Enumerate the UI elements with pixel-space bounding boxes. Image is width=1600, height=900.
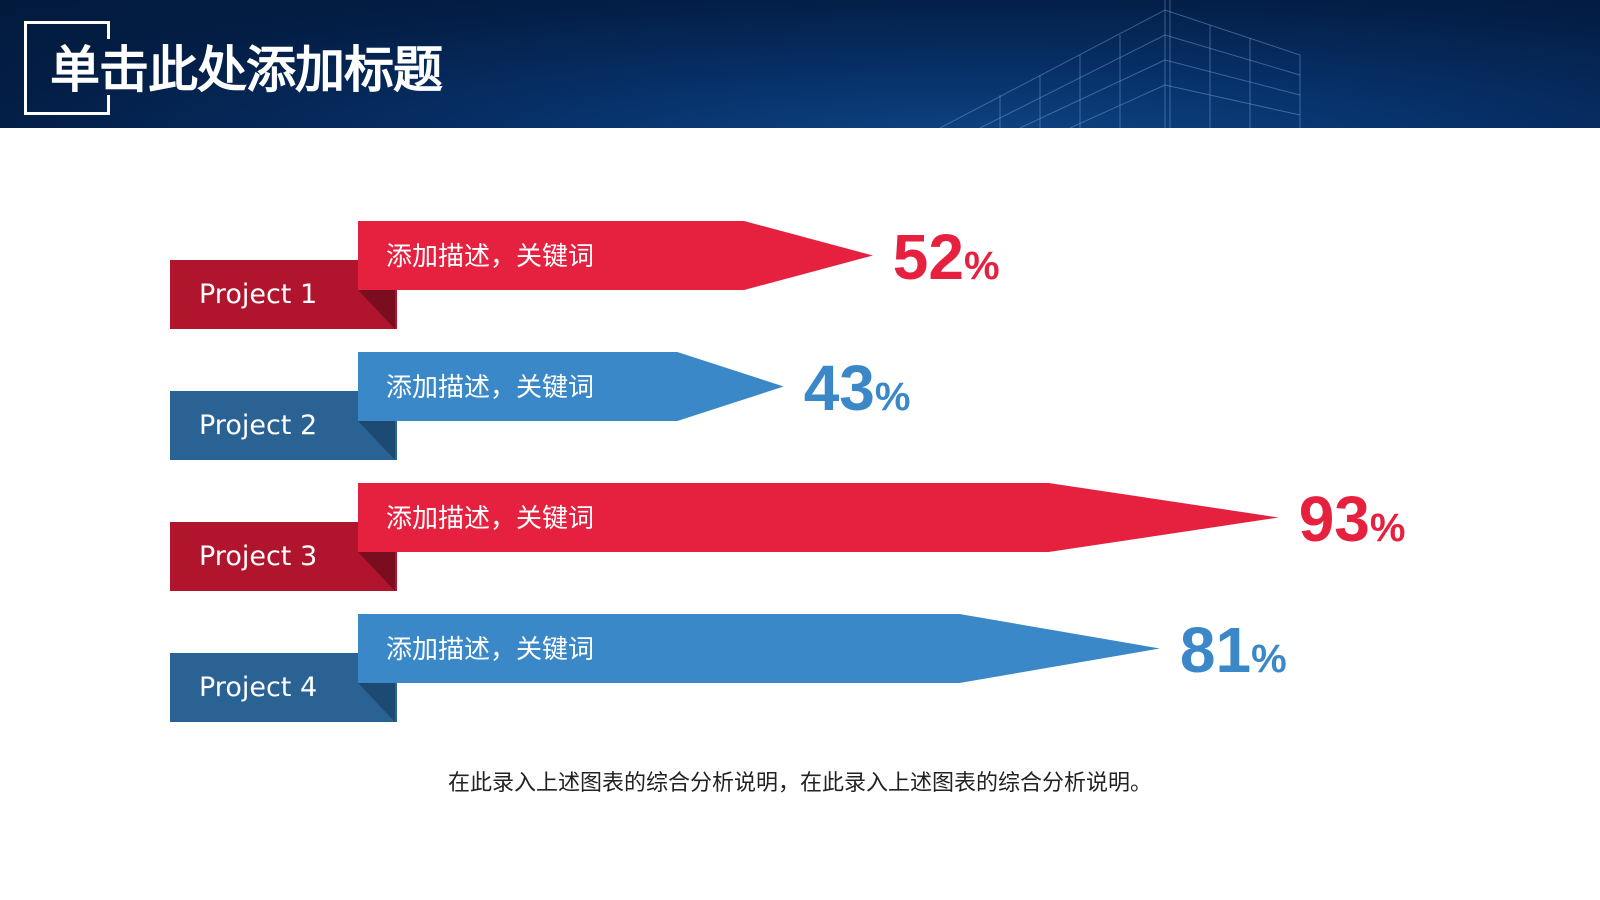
value-label: 93% (1299, 483, 1406, 555)
percent-sign: % (1251, 637, 1287, 681)
value-arrow-bar (358, 614, 1160, 683)
ribbon-fold (358, 552, 395, 591)
title-frame (24, 21, 110, 115)
project-label: Project 1 (199, 279, 317, 310)
percent-sign: % (964, 244, 1000, 288)
header-banner: 单击此处添加标题 (0, 0, 1600, 128)
ribbon-fold (358, 290, 395, 329)
analysis-caption: 在此录入上述图表的综合分析说明，在此录入上述图表的综合分析说明。 (447, 771, 1152, 796)
value-arrow-bar (358, 221, 873, 290)
building-wireframe-graphic (940, 0, 1301, 128)
value-label: 81% (1180, 614, 1287, 686)
value-label: 43% (804, 352, 911, 424)
bar-description: 添加描述，关键词 (386, 504, 594, 534)
value-label: 52% (893, 221, 1000, 293)
project-label: Project 2 (199, 410, 317, 441)
bar-description: 添加描述，关键词 (386, 373, 594, 403)
ribbon-fold (358, 421, 395, 460)
value-arrow-bar (358, 483, 1279, 552)
project-label: Project 4 (199, 672, 317, 703)
ribbon-fold (358, 683, 395, 722)
page-title: 单击此处添加标题 (50, 41, 443, 99)
project-label: Project 3 (199, 541, 317, 572)
percent-sign: % (1370, 506, 1406, 550)
bar-description: 添加描述，关键词 (386, 635, 594, 665)
bar-description: 添加描述，关键词 (386, 242, 594, 272)
percent-sign: % (875, 375, 911, 419)
value-arrow-bar (358, 352, 784, 421)
